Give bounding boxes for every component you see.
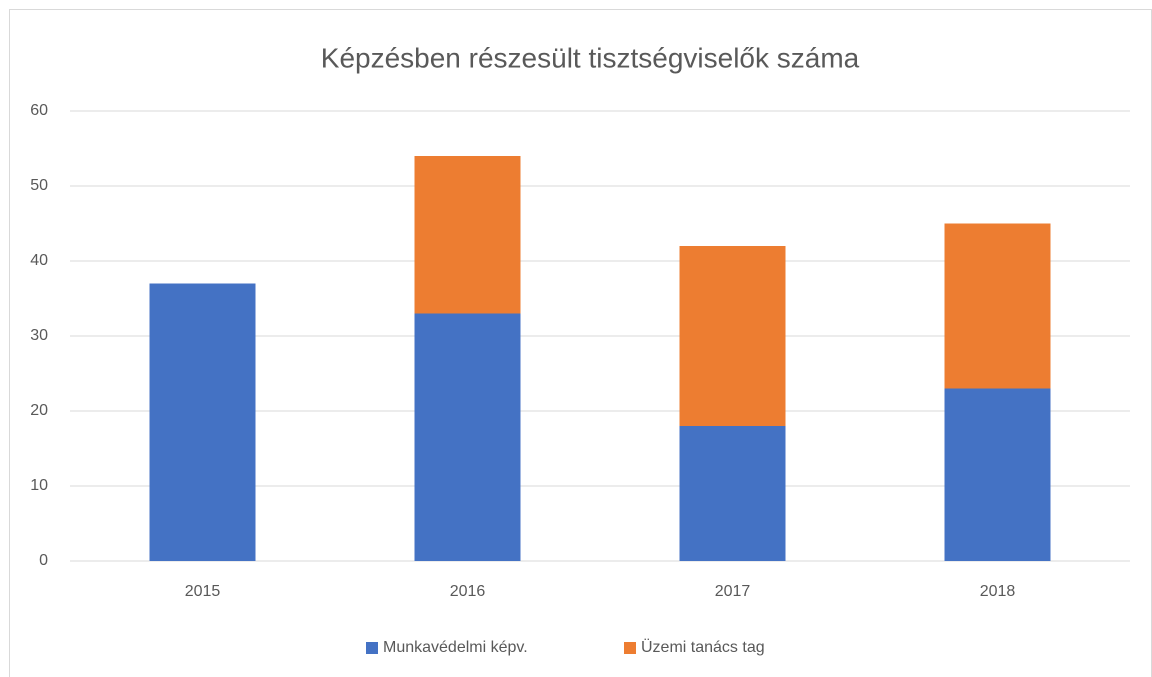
legend-swatch bbox=[366, 642, 378, 654]
y-tick-label: 30 bbox=[30, 327, 48, 344]
x-tick-label: 2015 bbox=[185, 583, 221, 600]
bar bbox=[679, 426, 786, 561]
chart-title: Képzésben részesült tisztségviselők szám… bbox=[321, 42, 860, 73]
bar bbox=[149, 283, 256, 561]
bar bbox=[414, 156, 521, 314]
bar bbox=[944, 388, 1051, 561]
x-tick-label: 2016 bbox=[450, 583, 486, 600]
y-tick-label: 40 bbox=[30, 252, 48, 269]
bar bbox=[944, 223, 1051, 389]
x-tick-label: 2017 bbox=[715, 583, 751, 600]
bar bbox=[414, 313, 521, 561]
y-tick-label: 20 bbox=[30, 402, 48, 419]
bar bbox=[679, 246, 786, 426]
legend-label: Munkavédelmi képv. bbox=[383, 639, 528, 656]
y-tick-label: 60 bbox=[30, 102, 48, 119]
y-tick-label: 10 bbox=[30, 477, 48, 494]
legend-swatch bbox=[624, 642, 636, 654]
y-tick-label: 0 bbox=[39, 552, 48, 569]
x-tick-label: 2018 bbox=[980, 583, 1016, 600]
legend-label: Üzemi tanács tag bbox=[641, 638, 765, 656]
y-tick-label: 50 bbox=[30, 177, 48, 194]
